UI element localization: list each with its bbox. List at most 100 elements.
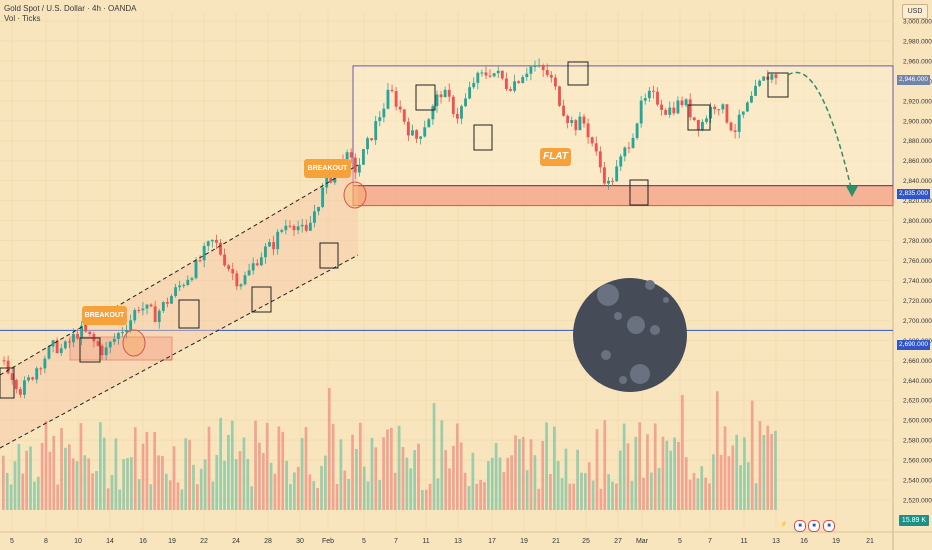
currency-button[interactable]: USD (902, 4, 928, 19)
candle-body (545, 70, 549, 76)
candle-body (214, 239, 218, 243)
candle-body (255, 263, 259, 266)
moon-crater (645, 280, 655, 290)
candle-body (705, 118, 708, 122)
candle-body (639, 100, 643, 124)
candle-body (149, 304, 153, 307)
volume-bar (700, 466, 704, 510)
candle-body (635, 123, 639, 138)
candle-body (210, 239, 214, 242)
lightning-icon[interactable]: ⚡ (780, 522, 788, 528)
us-flag-icon[interactable]: ■ (794, 520, 806, 532)
candle-body (415, 130, 418, 139)
candle-body (582, 116, 586, 124)
candle-body (398, 106, 402, 110)
y-tick-label: 2,600.000 (903, 418, 932, 425)
volume-bar (242, 437, 246, 510)
volume-bar (541, 440, 545, 510)
volume-bar (351, 434, 354, 510)
x-tick-label: 10 (74, 538, 82, 545)
volume-bar (370, 437, 374, 510)
volume-indicator-label[interactable]: Vol · Ticks (4, 14, 41, 23)
y-tick-label: 2,900.000 (903, 118, 932, 125)
volume-bar (230, 420, 234, 510)
volume-bar (688, 479, 692, 510)
volume-bar (149, 484, 153, 510)
candle-body (652, 90, 655, 92)
volume-bar (184, 438, 188, 510)
volume-bar (234, 459, 238, 510)
candle-body (370, 138, 374, 141)
us-flag-icon[interactable]: ■ (808, 520, 820, 532)
candle-body (329, 177, 333, 183)
volume-bar (87, 458, 91, 510)
candle-body (513, 81, 516, 91)
volume-bar (335, 483, 339, 510)
candle-body (541, 65, 545, 71)
volume-bar (409, 468, 413, 510)
candle-body (578, 116, 582, 131)
volume-bar (300, 438, 304, 510)
candle-body (750, 95, 753, 103)
volume-bar (304, 426, 308, 510)
symbol-title[interactable]: Gold Spot / U.S. Dollar · 4h · OANDA (4, 4, 137, 13)
volume-bar (545, 422, 548, 510)
volume-bar (25, 450, 28, 510)
candle-body (406, 121, 410, 136)
volume-bar (413, 450, 416, 510)
candle-body (14, 379, 18, 390)
channel-lower-line (0, 254, 359, 449)
moon-crater (650, 325, 660, 335)
volume-bar (203, 459, 207, 510)
candle-body (758, 80, 762, 86)
candle-body (517, 81, 521, 84)
volume-bar (122, 459, 125, 510)
candle-body (6, 360, 10, 374)
x-tick-label: 13 (772, 538, 780, 545)
highlight-box (629, 179, 649, 206)
volume-bar (494, 442, 498, 510)
x-tick-label: 8 (44, 538, 48, 545)
volume-bar (681, 394, 684, 510)
volume-bar (254, 420, 257, 510)
candle-body (611, 180, 615, 182)
candle-body (676, 100, 680, 114)
us-flag-icon[interactable]: ■ (823, 520, 835, 532)
candle-body (284, 225, 288, 231)
volume-bar (626, 443, 630, 510)
volume-bar (40, 442, 44, 510)
candle-body (733, 130, 737, 132)
volume-bar (599, 488, 603, 510)
moon-crater (614, 312, 622, 320)
candle-body (223, 254, 227, 266)
volume-bar (607, 474, 610, 510)
volume-bar (677, 441, 680, 510)
volume-bar (525, 470, 529, 510)
candle-body (157, 310, 161, 323)
candle-body (721, 104, 725, 110)
volume-bar (401, 447, 405, 510)
volume-bar (215, 455, 219, 510)
volume-bar (556, 461, 560, 510)
volume-bar (145, 431, 149, 510)
highlight-box (473, 124, 493, 151)
flat-label: FLAT (540, 148, 571, 166)
candle-body (186, 279, 190, 285)
highlight-box (79, 337, 101, 363)
volume-bar (347, 478, 351, 510)
overlay-drawings (0, 61, 858, 449)
moon-crater (630, 364, 650, 384)
candle-body (276, 231, 280, 250)
candle-body (435, 94, 439, 107)
highlight-box (415, 84, 436, 111)
volume-bar (293, 472, 296, 510)
volume-bar (2, 455, 5, 510)
candle-body (492, 73, 496, 77)
volume-bar (137, 479, 141, 510)
candle-body (366, 138, 369, 150)
candle-body (96, 341, 100, 346)
candle-body (619, 156, 623, 167)
x-tick-label: 19 (832, 538, 840, 545)
y-tick-label: 2,520.000 (903, 498, 932, 505)
